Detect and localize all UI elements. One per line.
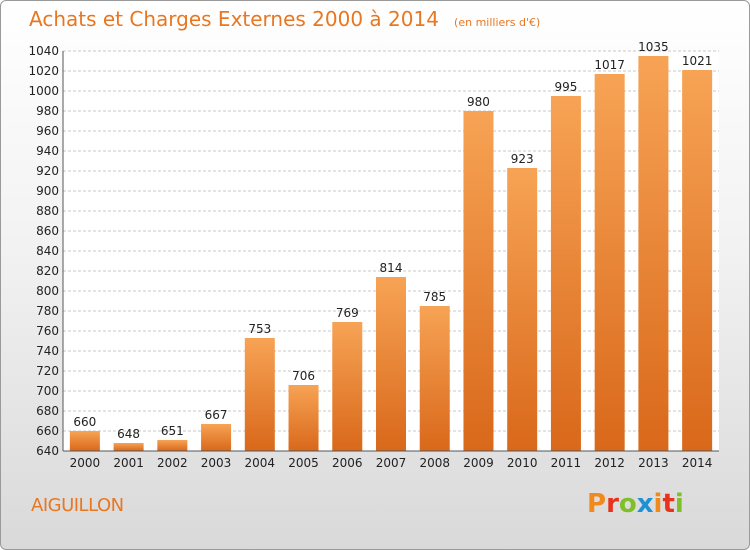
bar [638, 56, 669, 451]
y-tick-label: 940 [36, 144, 59, 158]
chart-title: Achats et Charges Externes 2000 à 2014 [29, 7, 439, 31]
y-tick-label: 820 [36, 264, 59, 278]
data-label: 980 [467, 95, 490, 109]
x-tick-label: 2012 [594, 456, 625, 470]
bar [157, 440, 188, 451]
x-tick-label: 2011 [551, 456, 582, 470]
proxiti-logo: Proxiti [587, 489, 684, 519]
x-tick-label: 2004 [245, 456, 276, 470]
data-label: 1017 [594, 58, 625, 72]
data-label: 1021 [682, 54, 713, 68]
y-tick-label: 880 [36, 204, 59, 218]
y-tick-label: 660 [36, 424, 59, 438]
x-tick-label: 2014 [682, 456, 713, 470]
axes [62, 51, 719, 452]
data-label: 667 [205, 408, 228, 422]
data-label: 769 [336, 306, 359, 320]
data-label: 814 [380, 261, 403, 275]
bar [594, 74, 625, 451]
logo-letter: t [662, 489, 675, 519]
data-label: 706 [292, 369, 315, 383]
x-tick-label: 2003 [201, 456, 232, 470]
y-tick-label: 720 [36, 364, 59, 378]
x-tick-label: 2010 [507, 456, 538, 470]
bar [376, 277, 406, 451]
x-tick-label: 2005 [288, 456, 319, 470]
bar [244, 338, 275, 451]
y-tick-label: 840 [36, 244, 59, 258]
y-tick-label: 740 [36, 344, 59, 358]
y-tick-label: 1040 [28, 44, 59, 58]
x-tick-label: 2013 [638, 456, 669, 470]
data-label: 660 [73, 415, 96, 429]
x-tick-label: 2001 [113, 456, 144, 470]
title-row: Achats et Charges Externes 2000 à 2014 (… [29, 7, 540, 31]
x-tick-label: 2009 [463, 456, 494, 470]
y-tick-label: 1000 [28, 84, 59, 98]
data-label: 753 [248, 322, 271, 336]
bar [682, 70, 713, 451]
logo-letter: r [606, 489, 619, 519]
bar [332, 322, 363, 451]
y-tick-label: 900 [36, 184, 59, 198]
labels: 640 660 680 700 720 740 760 780 800 820 840 860 880 9… [28, 40, 712, 470]
bar [463, 111, 494, 451]
bar [419, 306, 450, 451]
chart-subtitle: (en milliers d'€) [454, 16, 541, 29]
bar [288, 385, 319, 451]
x-tick-label: 2006 [332, 456, 363, 470]
bar [113, 443, 144, 451]
x-tick-label: 2008 [419, 456, 450, 470]
data-label: 923 [511, 152, 534, 166]
logo-letter: x [636, 489, 654, 519]
y-tick-label: 960 [36, 124, 59, 138]
bar [201, 424, 232, 451]
data-label: 785 [423, 290, 446, 304]
y-tick-label: 700 [36, 384, 59, 398]
logo-letter: i [674, 489, 684, 519]
data-label: 648 [117, 427, 140, 441]
bar [69, 431, 100, 451]
x-tick-label: 2000 [70, 456, 101, 470]
x-tick-label: 2007 [376, 456, 407, 470]
town-name: AIGUILLON [31, 495, 124, 516]
y-tick-label: 980 [36, 104, 59, 118]
y-tick-label: 780 [36, 304, 59, 318]
bar [550, 96, 581, 451]
y-tick-label: 800 [36, 284, 59, 298]
logo-letter: P [587, 489, 607, 519]
y-tick-label: 640 [36, 444, 59, 458]
y-tick-label: 760 [36, 324, 59, 338]
logo-letter: o [618, 489, 637, 519]
x-tick-label: 2002 [157, 456, 188, 470]
y-tick-label: 680 [36, 404, 59, 418]
data-label: 995 [554, 80, 577, 94]
bar [507, 168, 538, 451]
data-label: 1035 [638, 40, 669, 54]
y-tick-label: 920 [36, 164, 59, 178]
y-tick-label: 1020 [28, 64, 59, 78]
logo-letter: i [653, 489, 663, 519]
bars [69, 56, 713, 451]
y-tick-label: 860 [36, 224, 59, 238]
data-label: 651 [161, 424, 184, 438]
